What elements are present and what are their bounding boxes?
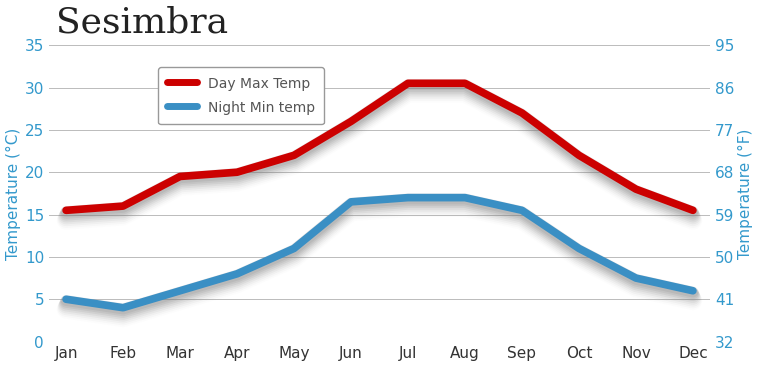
Text: Sesimbra: Sesimbra: [55, 5, 228, 39]
Y-axis label: Temperature (°C): Temperature (°C): [5, 127, 20, 259]
Legend: Day Max Temp, Night Min temp: Day Max Temp, Night Min temp: [159, 67, 324, 124]
Y-axis label: Temperature (°F): Temperature (°F): [739, 128, 754, 259]
